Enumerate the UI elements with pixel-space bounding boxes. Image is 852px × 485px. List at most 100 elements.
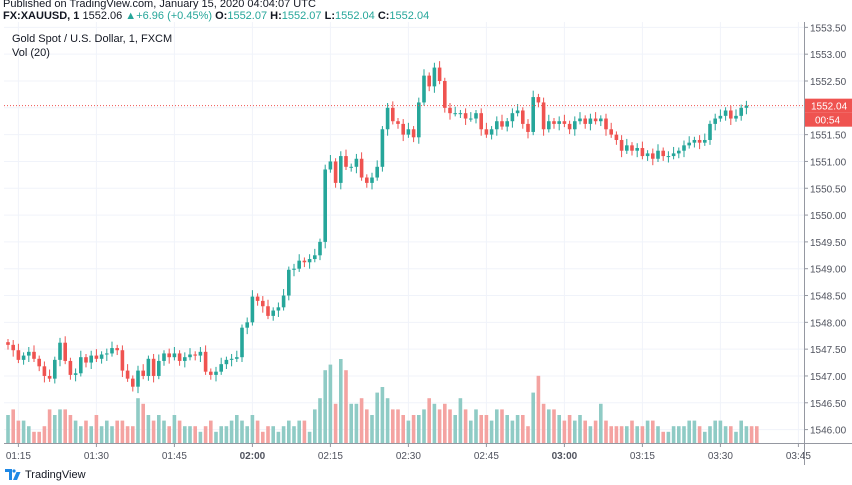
candle-body [484,129,489,135]
volume-bar [136,398,140,443]
price-tick-label: 1548.00 [810,318,847,329]
tradingview-brand: TradingView [25,469,86,481]
volume-bar [557,415,561,443]
volume-bar [521,415,525,443]
volume-bar [744,426,749,443]
candle-body [105,353,109,355]
price-tick-label: 1549.50 [810,238,847,249]
volume-bar [443,403,447,443]
volume-bar [396,409,400,443]
volume-bar [162,420,166,443]
chart-legend-title[interactable]: Gold Spot / U.S. Dollar, 1, FXCM [12,33,173,45]
volume-legend[interactable]: Vol (20) [12,47,50,59]
volume-bar [515,415,520,443]
volume-bar [115,420,119,443]
candle-body [125,370,130,379]
candle-body [16,350,21,360]
price-tick-label: 1551.00 [810,157,847,168]
candle-body [224,359,229,365]
volume-bar [146,415,151,443]
volume-bar [739,420,743,443]
candle-body [593,118,598,122]
candle-body [489,129,494,135]
candlestick-chart[interactable]: 1546.00 1546.50 1547.00 1547.50 1548.00 1548.… [4,22,852,465]
candle-body [432,67,437,87]
volume-bar [53,415,57,443]
volume-bar [687,420,691,443]
volume-bar [630,420,634,443]
last-price-badge [805,98,852,113]
volume-bar [235,415,239,443]
candle-body [354,158,359,167]
candle-body [448,107,452,114]
countdown-label: 00:54 [815,116,840,127]
volume-bar [666,431,671,443]
volume-bar [214,431,218,443]
volume-bar [32,431,36,443]
time-tick-label: 01:15 [6,451,31,462]
candle-body [68,360,73,375]
candle-body [500,121,504,127]
candle-body [344,156,348,167]
candle-body [193,354,197,356]
time-tick-label: 01:45 [162,451,187,462]
candle-body [645,153,650,157]
volume-bar [16,420,21,443]
candle-body [365,177,369,183]
plot-background [4,22,804,443]
up-triangle-icon: ▲ [125,10,137,22]
candle-body [359,158,364,178]
candle-body [635,148,639,151]
volume-bar [125,426,130,443]
volume-bar [177,420,182,443]
volume-bar [484,415,489,443]
volume-bar [677,426,681,443]
volume-bar [73,420,78,443]
candle-body [677,150,681,154]
volume-bar [328,364,333,443]
candle-body [271,310,275,316]
volume-bar [37,431,41,443]
candle-body [297,260,301,269]
volume-bar [167,426,171,443]
candle-body [120,350,125,371]
candle-body [599,118,603,122]
volume-bar [567,415,572,443]
candle-body [183,357,187,361]
volume-bar [583,420,587,443]
candle-body [240,327,244,358]
volume-bar [703,431,707,443]
time-tick-label: 03:45 [786,451,811,462]
volume-bar [209,420,213,443]
candle-body [6,342,10,345]
candle-body [11,344,15,351]
low-label: L: [324,10,335,22]
volume-bar [219,426,223,443]
candle-body [250,296,255,323]
price-tick-label: 1547.00 [810,372,847,383]
volume-bar [11,409,15,443]
candle-body [188,354,192,358]
volume-bar [307,431,312,443]
volume-bar [339,359,343,443]
volume-bar [47,409,52,443]
volume-bar [552,409,556,443]
candle-body [723,110,728,116]
candle-body [328,161,333,170]
volume-bar [172,415,177,443]
footer-brand[interactable]: TradingView [5,466,86,484]
candle-body [136,370,140,387]
time-tick-label: 01:30 [84,451,109,462]
volume-bar [645,420,650,443]
candle-body [729,110,733,119]
chart-area[interactable]: 1546.00 1546.50 1547.00 1547.50 1548.00 1548.… [4,22,852,465]
candle-body [276,307,281,311]
candle-body [115,348,119,351]
candle-body [443,80,447,108]
candle-body [640,148,645,157]
candle-body [463,113,468,119]
candle-body [427,75,431,87]
volume-bar [292,426,296,443]
price-tick-label: 1551.50 [810,131,847,142]
candle-body [536,97,541,103]
